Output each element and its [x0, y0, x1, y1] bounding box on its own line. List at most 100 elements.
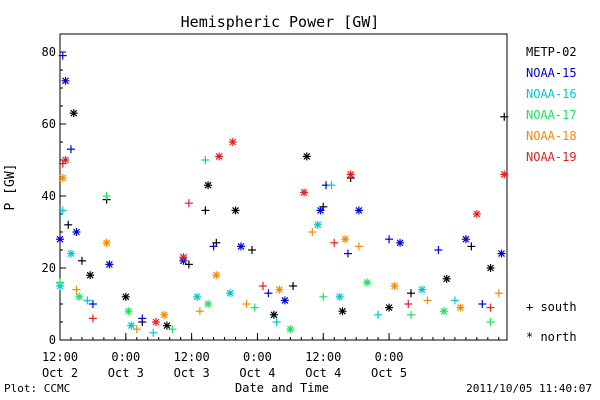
data-point-south [327, 181, 336, 190]
data-point-north [160, 310, 169, 319]
y-tick-label: 60 [42, 117, 56, 131]
data-point-north [335, 292, 344, 301]
data-point-south [195, 307, 204, 316]
data-point-north [127, 321, 136, 330]
data-point-south [64, 220, 73, 229]
legend-entry: METP-02 [526, 45, 577, 59]
data-point-north [102, 238, 111, 247]
data-point-south [486, 318, 495, 326]
data-point-north [456, 303, 465, 312]
data-point-south [354, 242, 363, 251]
data-point-north [417, 285, 426, 294]
x-tick-date-label: Oct 2 [42, 366, 78, 380]
data-point-south [467, 242, 476, 251]
data-point-north [151, 318, 160, 326]
data-point-south [138, 314, 147, 323]
data-point-south [72, 285, 81, 294]
data-point-north [300, 188, 309, 197]
data-point-north [338, 307, 347, 316]
data-point-south [343, 249, 352, 258]
legend-entry: NOAA-18 [526, 129, 577, 143]
marker-legend-entry: + south [526, 300, 577, 314]
data-point-north [497, 249, 506, 258]
data-point-south [450, 296, 459, 305]
data-point-north [231, 206, 240, 215]
data-point-south [478, 300, 487, 308]
data-point-north [316, 206, 325, 215]
data-point-north [105, 260, 114, 269]
data-point-north [179, 253, 188, 262]
data-point-north [121, 292, 130, 301]
data-point-north [390, 282, 399, 290]
data-point-south [102, 192, 111, 200]
data-point-north [72, 228, 81, 236]
x-tick-date-label: Oct 4 [239, 366, 275, 380]
data-point-north [212, 271, 221, 280]
data-point-south [407, 289, 416, 298]
data-point-north [354, 206, 363, 215]
data-point-south [289, 282, 298, 290]
data-point-south [88, 300, 97, 308]
data-point-south [77, 256, 86, 265]
data-point-north [69, 109, 78, 118]
data-point-south [209, 242, 218, 251]
data-point-south [486, 303, 495, 312]
data-point-south [494, 289, 503, 298]
data-point-south [132, 325, 141, 334]
data-point-south [88, 314, 97, 323]
data-point-north [86, 271, 95, 280]
data-point-south [330, 238, 339, 247]
x-tick-date-label: Oct 5 [371, 366, 407, 380]
data-point-north [275, 285, 284, 294]
x-tick-time-label: 0:00 [111, 350, 140, 364]
data-point-north [280, 296, 289, 305]
data-point-north [215, 152, 224, 161]
data-point-south [83, 296, 92, 305]
data-point-north [341, 235, 350, 244]
data-point-north [66, 249, 75, 258]
data-point-north [346, 170, 355, 179]
legend-entry: NOAA-16 [526, 87, 577, 101]
legend-entry: NOAA-17 [526, 108, 577, 122]
data-point-south [308, 228, 317, 236]
data-point-north [193, 292, 202, 301]
data-point-north [486, 264, 495, 272]
data-point-south [56, 278, 64, 287]
data-point-south [374, 310, 383, 319]
x-tick-time-label: 0:00 [243, 350, 272, 364]
data-point-north [363, 278, 372, 287]
data-point-south [272, 318, 281, 326]
x-tick-time-label: 12:00 [42, 350, 78, 364]
y-tick-label: 20 [42, 261, 56, 275]
legend: METP-02 NOAA-15 NOAA-16 NOAA-17 NOAA-18 NOAA-… [526, 45, 577, 164]
data-point-south [434, 246, 443, 254]
y-tick-label: 80 [42, 45, 56, 59]
data-point-south [385, 235, 394, 244]
marker-legend-entry: * north [526, 330, 577, 344]
data-point-north [269, 310, 278, 319]
x-tick-time-label: 0:00 [375, 350, 404, 364]
data-point-north [439, 307, 448, 316]
data-point-south [58, 51, 67, 60]
data-point-south [242, 300, 251, 308]
y-tick-label: 40 [42, 189, 56, 203]
data-point-south [319, 292, 328, 301]
x-tick-date-label: Oct 4 [305, 366, 341, 380]
data-point-south [407, 310, 416, 319]
x-tick-date-label: Oct 3 [174, 366, 210, 380]
data-point-north [472, 210, 481, 218]
legend-entry: NOAA-15 [526, 66, 577, 80]
data-points [56, 51, 509, 337]
data-point-north [61, 156, 70, 164]
y-tick-label: 0 [49, 333, 56, 347]
data-point-north [58, 174, 67, 182]
data-point-south [404, 300, 413, 308]
data-point-north [461, 235, 470, 244]
data-point-north [56, 235, 64, 244]
x-axis-ticks: 12:00 Oct 2 0:00 Oct 3 12:00 Oct 3 0:00 Oct 4 12… [42, 333, 500, 380]
data-point-north [442, 274, 451, 283]
data-point-north [396, 238, 405, 247]
data-point-south [184, 260, 193, 269]
data-point-south [184, 199, 193, 208]
